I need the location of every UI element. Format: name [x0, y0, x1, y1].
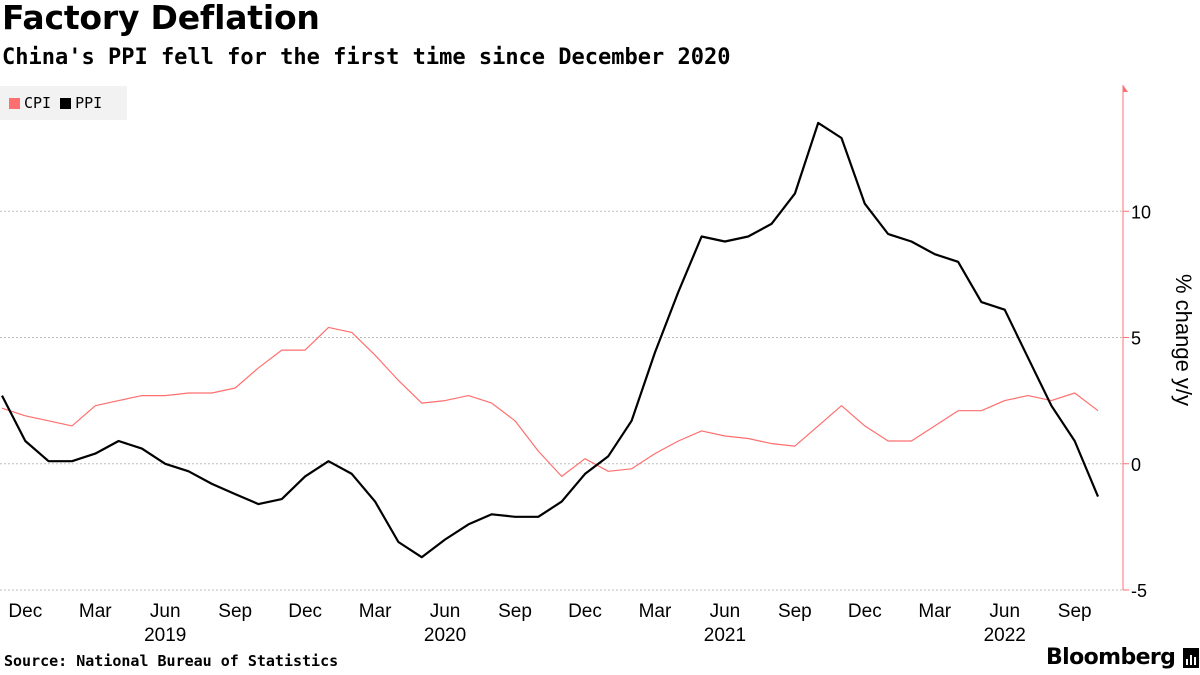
x-year-label: 2021	[704, 625, 746, 646]
series-line-cpi	[1, 326, 1099, 477]
y-axis-label: % change y/y	[1171, 274, 1196, 406]
x-month-label: Jun	[710, 601, 741, 622]
legend: CPI PPI	[0, 86, 127, 120]
y-tick-label: 10	[1131, 202, 1151, 222]
source-note: Source: National Bureau of Statistics	[4, 652, 339, 670]
brand-name: Bloomberg	[1046, 645, 1176, 670]
gridlines	[0, 210, 1123, 591]
x-month-label: Mar	[359, 601, 392, 622]
x-year-label: 2020	[424, 625, 466, 646]
ppi-swatch-icon	[60, 97, 72, 109]
x-month-label: Dec	[568, 601, 602, 622]
x-year-label: 2019	[144, 625, 186, 646]
x-month-label: Mar	[639, 601, 672, 622]
x-month-label: Jun	[430, 601, 461, 622]
x-axis-labels: Dec Mar Jun Sep Dec Mar Jun Sep Dec Mar Jun Sep Dec M…	[8, 601, 1091, 646]
legend-label-cpi: CPI	[24, 94, 52, 112]
y-axis-arrow	[1123, 85, 1128, 92]
chart-title: Factory Deflation	[2, 0, 320, 37]
y-tick-label: 5	[1131, 329, 1141, 349]
series-lines	[1, 121, 1100, 559]
cpi-swatch-icon	[9, 97, 20, 109]
y-tick-label: 0	[1131, 455, 1141, 475]
x-month-label: Dec	[848, 601, 882, 622]
x-month-label: Mar	[79, 601, 112, 622]
legend-label-ppi: PPI	[75, 94, 103, 112]
x-month-label: Sep	[218, 601, 252, 622]
x-month-label: Jun	[989, 601, 1020, 622]
brand-logo: Bloomberg	[1046, 645, 1200, 670]
x-month-label: Dec	[8, 601, 42, 622]
bar-chart-icon	[1183, 647, 1200, 668]
y-tick-label: -5	[1131, 581, 1147, 601]
x-month-label: Sep	[778, 601, 812, 622]
x-month-label: Dec	[288, 601, 322, 622]
x-year-label: 2022	[984, 625, 1026, 646]
legend-item-cpi: CPI	[9, 94, 51, 112]
legend-item-ppi: PPI	[60, 94, 102, 112]
series-line-ppi	[1, 121, 1100, 559]
x-month-label: Jun	[150, 601, 181, 622]
y-axis: -5 0 5 10	[1122, 85, 1151, 601]
x-month-label: Mar	[918, 601, 951, 622]
x-month-label: Sep	[1058, 601, 1092, 622]
x-month-label: Sep	[498, 601, 532, 622]
chart-subtitle: China's PPI fell for the first time sinc…	[2, 45, 731, 70]
